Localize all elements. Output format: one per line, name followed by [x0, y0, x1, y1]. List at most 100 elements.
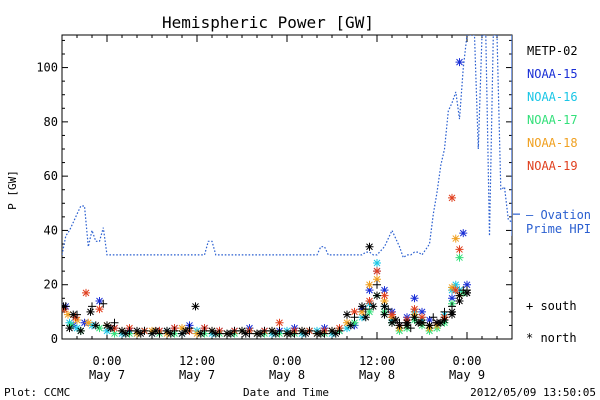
legend: METP-02 NOAA-15 NOAA-16 NOAA-17 NOAA-18 NOAA-… — [513, 44, 591, 345]
data-point-star — [62, 305, 69, 314]
y-axis-label: P [GW] — [6, 170, 19, 210]
data-point-star — [84, 318, 93, 327]
data-point-star — [358, 307, 366, 316]
legend-entry-metp-02: METP-02 — [527, 44, 578, 58]
data-point-star — [388, 310, 396, 319]
data-point-star — [373, 291, 381, 300]
data-point-star — [380, 291, 389, 300]
data-point-star — [95, 324, 104, 333]
data-point-star — [268, 326, 276, 335]
y-tick-label: 100 — [36, 61, 58, 75]
ovation-hpi-line — [62, 35, 512, 259]
data-point-star — [365, 286, 374, 295]
data-point-star — [373, 267, 381, 276]
data-point-star — [343, 310, 351, 319]
data-point-star — [331, 329, 340, 338]
data-point-star — [448, 193, 456, 202]
data-point-star — [118, 326, 126, 335]
data-point-star — [451, 234, 460, 243]
data-point-star — [463, 280, 471, 289]
data-point-star — [241, 329, 250, 338]
data-point-star — [455, 245, 464, 254]
data-point-star — [365, 297, 374, 305]
data-point-star — [136, 329, 145, 338]
footer-timestamp: 2012/05/09 13:50:05 — [470, 386, 596, 399]
data-point-star — [65, 324, 74, 333]
data-point-star — [106, 324, 115, 333]
chart-title: Hemispheric Power [GW] — [162, 13, 374, 32]
x-tick-time-label: 0:00 — [273, 354, 302, 368]
data-point-star — [365, 307, 374, 316]
legend-entry-noaa-17: NOAA-17 — [527, 113, 578, 127]
data-point-star — [436, 318, 445, 327]
data-point-star — [343, 318, 351, 327]
data-point-plus — [429, 313, 438, 322]
data-point-star — [455, 291, 464, 300]
data-point-star — [211, 329, 220, 338]
data-point-star — [133, 326, 141, 335]
data-point-star — [73, 316, 81, 324]
data-point-star — [380, 286, 389, 295]
data-point-plus — [440, 307, 449, 316]
data-point-star — [358, 302, 366, 311]
y-tick-label: 20 — [44, 278, 58, 292]
data-point-star — [301, 329, 310, 338]
data-point-star — [208, 326, 216, 335]
data-point-star — [440, 316, 449, 324]
data-point-star — [380, 310, 389, 319]
x-tick-date-label: May 7 — [89, 368, 125, 382]
data-point-star — [328, 326, 336, 335]
x-tick-time-label: 0:00 — [453, 354, 482, 368]
legend-ovation-label: – Ovation — [526, 208, 591, 222]
data-point-star — [365, 242, 374, 251]
data-point-star — [76, 326, 85, 335]
x-axis-label: Date and Time — [243, 386, 329, 399]
data-point-star — [373, 275, 381, 284]
data-point-star — [86, 307, 95, 316]
legend-entry-noaa-15: NOAA-15 — [527, 67, 578, 81]
legend-ovation-label-2: Prime HPI — [526, 222, 591, 236]
data-point-star — [151, 326, 160, 335]
data-point-star — [448, 307, 456, 316]
series-noaa-19 — [62, 193, 464, 335]
data-point-star — [95, 305, 104, 314]
data-point-star — [148, 329, 156, 338]
y-tick-label: 40 — [44, 223, 58, 237]
data-point-star — [65, 318, 74, 327]
footer-plot-credit: Plot: CCMC — [4, 386, 70, 399]
series-north — [65, 288, 471, 338]
data-point-star — [380, 302, 389, 311]
data-point-plus — [373, 280, 381, 289]
data-point-star — [238, 326, 246, 335]
plot-frame — [61, 34, 513, 340]
legend-entry-noaa-19: NOAA-19 — [527, 159, 578, 173]
data-point-star — [95, 297, 104, 305]
data-point-star — [181, 326, 190, 335]
data-point-star — [110, 329, 119, 338]
data-point-star — [369, 302, 378, 311]
data-point-star — [391, 316, 400, 324]
x-tick-time-label: 0:00 — [93, 354, 122, 368]
y-tick-label: 60 — [44, 169, 58, 183]
data-point-plus — [110, 318, 119, 327]
data-point-star — [226, 329, 235, 338]
data-point-star — [410, 305, 419, 314]
data-point-star — [425, 316, 434, 324]
data-point-star — [178, 324, 186, 333]
data-point-star — [425, 321, 434, 330]
data-point-plus — [73, 310, 81, 319]
data-point-plus — [361, 305, 370, 314]
data-point-star — [410, 313, 419, 322]
data-point-star — [410, 294, 419, 303]
data-point-star — [103, 321, 111, 330]
data-point-star — [459, 229, 468, 238]
data-point-plus — [62, 302, 70, 311]
data-point-star — [373, 259, 381, 267]
series-south — [62, 280, 471, 338]
data-point-star — [196, 329, 205, 338]
data-point-star — [365, 280, 374, 289]
series-noaa-18 — [64, 234, 464, 338]
data-point-star — [455, 253, 464, 262]
